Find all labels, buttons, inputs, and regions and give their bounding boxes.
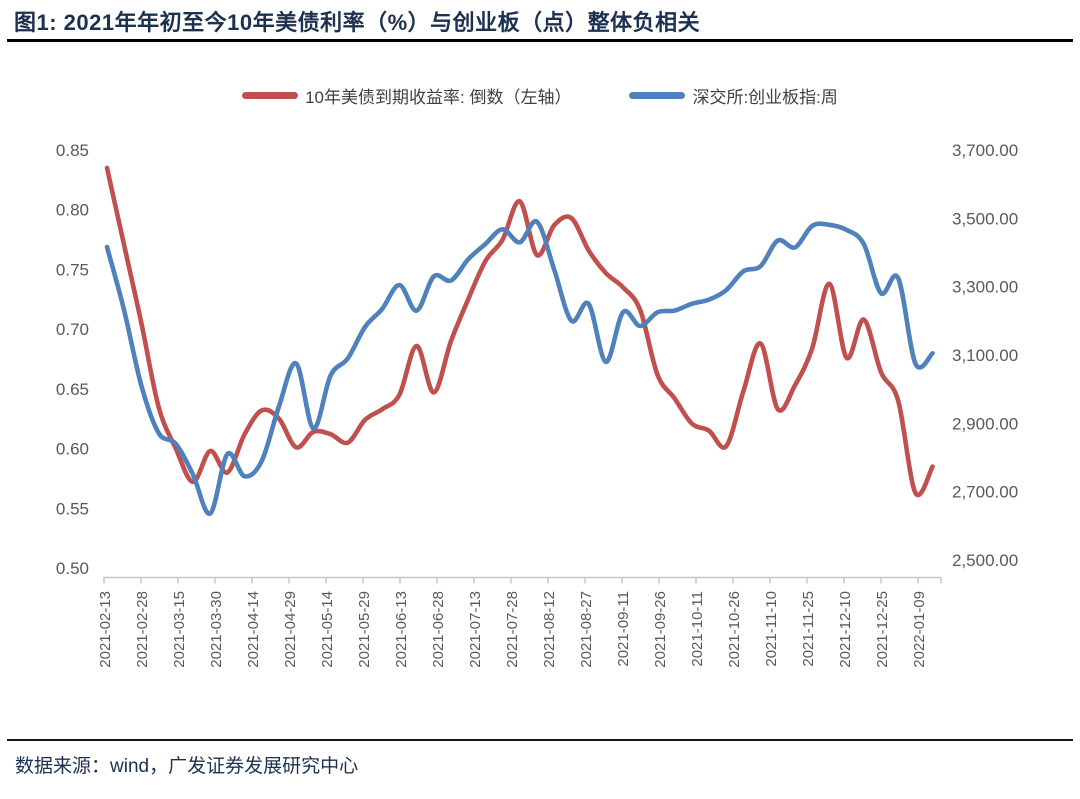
x-axis-tick-label: 2021-10-26 xyxy=(726,591,743,668)
x-axis-tick-label: 2021-07-13 xyxy=(467,591,484,668)
x-axis-tick-label: 2021-08-27 xyxy=(578,591,595,668)
left-axis-tick-label: 0.80 xyxy=(56,201,89,220)
legend-item-us10y: 10年美债到期收益率: 倒数（左轴） xyxy=(242,83,571,108)
x-axis xyxy=(103,576,942,584)
footer-divider xyxy=(7,739,1073,741)
left-axis-tick-label: 0.85 xyxy=(56,141,89,160)
data-source: 数据来源：wind，广发证券发展研究中心 xyxy=(15,756,359,777)
left-axis-labels: 0.85 0.80 0.75 0.70 0.65 0.60 0.55 0.50 xyxy=(56,141,89,578)
figure-title: 图1: 2021年年初至今10年美债利率（%）与创业板（点）整体负相关 xyxy=(14,10,701,35)
legend-swatch-blue xyxy=(629,92,686,99)
x-axis-tick-label: 2021-09-26 xyxy=(652,591,669,668)
right-axis-labels: 3,700.00 3,500.00 3,300.00 3,100.00 2,900.00… xyxy=(952,141,1018,570)
x-axis-tick-label: 2021-07-28 xyxy=(504,591,521,668)
x-axis-tick-label: 2021-12-25 xyxy=(874,591,891,668)
x-axis-tick-label: 2021-11-25 xyxy=(800,591,817,667)
x-axis-labels: 2021-02-13 2021-02-28 2021-03-15 2021-03-30… xyxy=(97,591,928,668)
legend-swatch-red xyxy=(242,92,299,99)
left-axis-tick-label: 0.60 xyxy=(56,440,89,459)
right-axis-tick-label: 2,900.00 xyxy=(952,414,1018,433)
legend-item-chinext: 深交所:创业板指:周 xyxy=(629,83,838,108)
right-axis-tick-label: 2,700.00 xyxy=(952,483,1018,502)
left-axis-tick-label: 0.75 xyxy=(56,260,89,279)
series-line-chinext-blue xyxy=(104,219,935,516)
right-axis-tick-label: 2,500.00 xyxy=(952,551,1018,570)
series-line-us10y-red xyxy=(104,165,935,498)
title-divider xyxy=(7,39,1073,42)
x-axis-tick-label: 2021-11-10 xyxy=(763,591,780,667)
x-axis-tick-label: 2021-05-29 xyxy=(356,591,373,668)
left-axis-tick-label: 0.50 xyxy=(56,559,89,578)
x-axis-tick-label: 2021-02-13 xyxy=(97,591,114,668)
legend-label-us10y: 10年美债到期收益率: 倒数（左轴） xyxy=(305,88,572,107)
x-axis-tick-label: 2021-08-12 xyxy=(541,591,558,668)
x-axis-tick-label: 2021-03-15 xyxy=(171,591,188,668)
x-axis-tick-label: 2022-01-09 xyxy=(911,591,928,668)
right-axis-tick-label: 3,300.00 xyxy=(952,278,1018,297)
x-axis-tick-label: 2021-03-30 xyxy=(208,591,225,668)
x-axis-tick-label: 2021-04-14 xyxy=(245,591,262,668)
x-axis-tick-label: 2021-10-11 xyxy=(689,591,706,667)
left-axis-tick-label: 0.70 xyxy=(56,320,89,339)
x-axis-tick-label: 2021-05-14 xyxy=(319,591,336,668)
x-axis-tick-label: 2021-09-11 xyxy=(615,591,632,667)
right-axis-tick-label: 3,100.00 xyxy=(952,346,1018,365)
x-axis-tick-label: 2021-04-29 xyxy=(282,591,299,668)
x-axis-tick-label: 2021-12-10 xyxy=(837,591,854,668)
x-axis-tick-label: 2021-06-13 xyxy=(393,591,410,668)
x-axis-tick-label: 2021-02-28 xyxy=(134,591,151,668)
left-axis-tick-label: 0.55 xyxy=(56,499,89,518)
x-axis-tick-label: 2021-06-28 xyxy=(430,591,447,668)
chart-legend: 10年美债到期收益率: 倒数（左轴） 深交所:创业板指:周 xyxy=(0,83,1080,108)
right-axis-tick-label: 3,700.00 xyxy=(952,141,1018,160)
left-axis-tick-label: 0.65 xyxy=(56,380,89,399)
right-axis-tick-label: 3,500.00 xyxy=(952,209,1018,228)
legend-label-chinext: 深交所:创业板指:周 xyxy=(692,88,838,107)
